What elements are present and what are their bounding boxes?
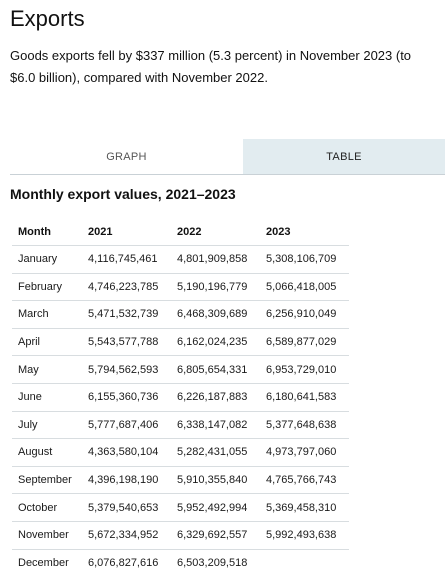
value-cell: 5,952,492,994 xyxy=(171,493,260,522)
month-cell: September xyxy=(12,466,82,495)
value-cell: 5,672,334,952 xyxy=(82,521,171,550)
value-cell: 4,363,580,104 xyxy=(82,438,171,467)
value-cell: 4,116,745,461 xyxy=(82,245,171,274)
table-title: Monthly export values, 2021–2023 xyxy=(10,186,236,202)
value-cell: 5,282,431,055 xyxy=(171,438,260,467)
month-cell: January xyxy=(12,245,82,274)
value-cell: 6,503,209,518 xyxy=(177,556,248,569)
table-row: April 5,543,577,788 6,162,024,235 6,589,… xyxy=(12,328,349,357)
value-cell: 5,777,687,406 xyxy=(82,411,171,440)
value-cell: 4,746,223,785 xyxy=(82,273,171,302)
value-cell: 6,076,827,616 xyxy=(88,556,159,569)
summary-line-2: $6.0 billion), compared with November 20… xyxy=(10,70,268,85)
value-cell: 5,992,493,638 xyxy=(260,521,349,550)
table-row: August 4,363,580,104 5,282,431,055 4,973… xyxy=(12,438,349,467)
value-cell: 6,589,877,029 xyxy=(260,328,349,357)
column-header-month: Month xyxy=(12,218,82,246)
value-cell: 5,377,648,638 xyxy=(260,411,349,440)
table-row: December 6,076,827,616 6,503,209,518 xyxy=(12,549,349,576)
value-cell: 6,180,641,583 xyxy=(260,383,349,412)
month-cell: February xyxy=(12,273,82,302)
value-cell: 6,256,910,049 xyxy=(260,300,349,329)
value-cell: 6,155,360,736 xyxy=(82,383,171,412)
month-cell: April xyxy=(12,328,82,357)
tab-graph[interactable]: GRAPH xyxy=(10,139,243,174)
value-cell: 5,308,106,709 xyxy=(260,245,349,274)
table-row: November 5,672,334,952 6,329,692,557 5,9… xyxy=(12,521,349,550)
table-row: May 5,794,562,593 6,805,654,331 6,953,72… xyxy=(12,355,349,384)
value-cell: 6,953,729,010 xyxy=(260,355,349,384)
table-header-row: Month 2021 2022 2023 xyxy=(12,218,349,246)
value-cell: 4,973,797,060 xyxy=(260,438,349,467)
value-cell: 5,190,196,779 xyxy=(171,273,260,302)
table-row: September 4,396,198,190 5,910,355,840 4,… xyxy=(12,466,349,495)
table-row: February 4,746,223,785 5,190,196,779 5,0… xyxy=(12,273,349,302)
table-row: June 6,155,360,736 6,226,187,883 6,180,6… xyxy=(12,383,349,412)
table-row: October 5,379,540,653 5,952,492,994 5,36… xyxy=(12,493,349,522)
table-row: March 5,471,532,739 6,468,309,689 6,256,… xyxy=(12,300,349,329)
value-cell: 5,066,418,005 xyxy=(260,273,349,302)
summary-line-1: Goods exports fell by $337 million (5.3 … xyxy=(10,48,412,63)
month-cell: November xyxy=(12,521,82,550)
value-cell: 6,805,654,331 xyxy=(171,355,260,384)
value-cell: 6,338,147,082 xyxy=(171,411,260,440)
tab-table[interactable]: TABLE xyxy=(243,139,445,174)
value-cell: 5,379,540,653 xyxy=(82,493,171,522)
month-cell: May xyxy=(12,355,82,384)
page-title: Exports xyxy=(10,6,85,31)
value-cell: 5,471,532,739 xyxy=(82,300,171,329)
value-cell: 5,369,458,310 xyxy=(260,493,349,522)
export-values-table: Month 2021 2022 2023 January 4,116,745,4… xyxy=(12,218,349,576)
value-cell: 4,765,766,743 xyxy=(260,466,349,495)
value-cell: 5,910,355,840 xyxy=(171,466,260,495)
month-cell: March xyxy=(12,300,82,329)
summary-text: Goods exports fell by $337 million (5.3 … xyxy=(10,45,445,89)
month-cell: June xyxy=(12,383,82,412)
view-tabs: GRAPH TABLE xyxy=(10,139,445,175)
value-cell: 5,543,577,788 xyxy=(82,328,171,357)
month-cell: August xyxy=(12,438,82,467)
value-cell xyxy=(260,549,349,576)
month-cell: July xyxy=(12,411,82,440)
column-header-2022: 2022 xyxy=(171,218,260,246)
value-cell: 6,468,309,689 xyxy=(171,300,260,329)
table-row: January 4,116,745,461 4,801,909,858 5,30… xyxy=(12,245,349,274)
month-cell: December xyxy=(18,556,69,569)
value-cell: 6,162,024,235 xyxy=(171,328,260,357)
value-cell: 6,329,692,557 xyxy=(171,521,260,550)
value-cell: 5,794,562,593 xyxy=(82,355,171,384)
column-header-2023: 2023 xyxy=(260,218,349,246)
value-cell: 6,226,187,883 xyxy=(171,383,260,412)
value-cell: 4,396,198,190 xyxy=(82,466,171,495)
value-cell: 4,801,909,858 xyxy=(171,245,260,274)
month-cell: October xyxy=(12,493,82,522)
table-row: July 5,777,687,406 6,338,147,082 5,377,6… xyxy=(12,411,349,440)
column-header-2021: 2021 xyxy=(82,218,171,246)
